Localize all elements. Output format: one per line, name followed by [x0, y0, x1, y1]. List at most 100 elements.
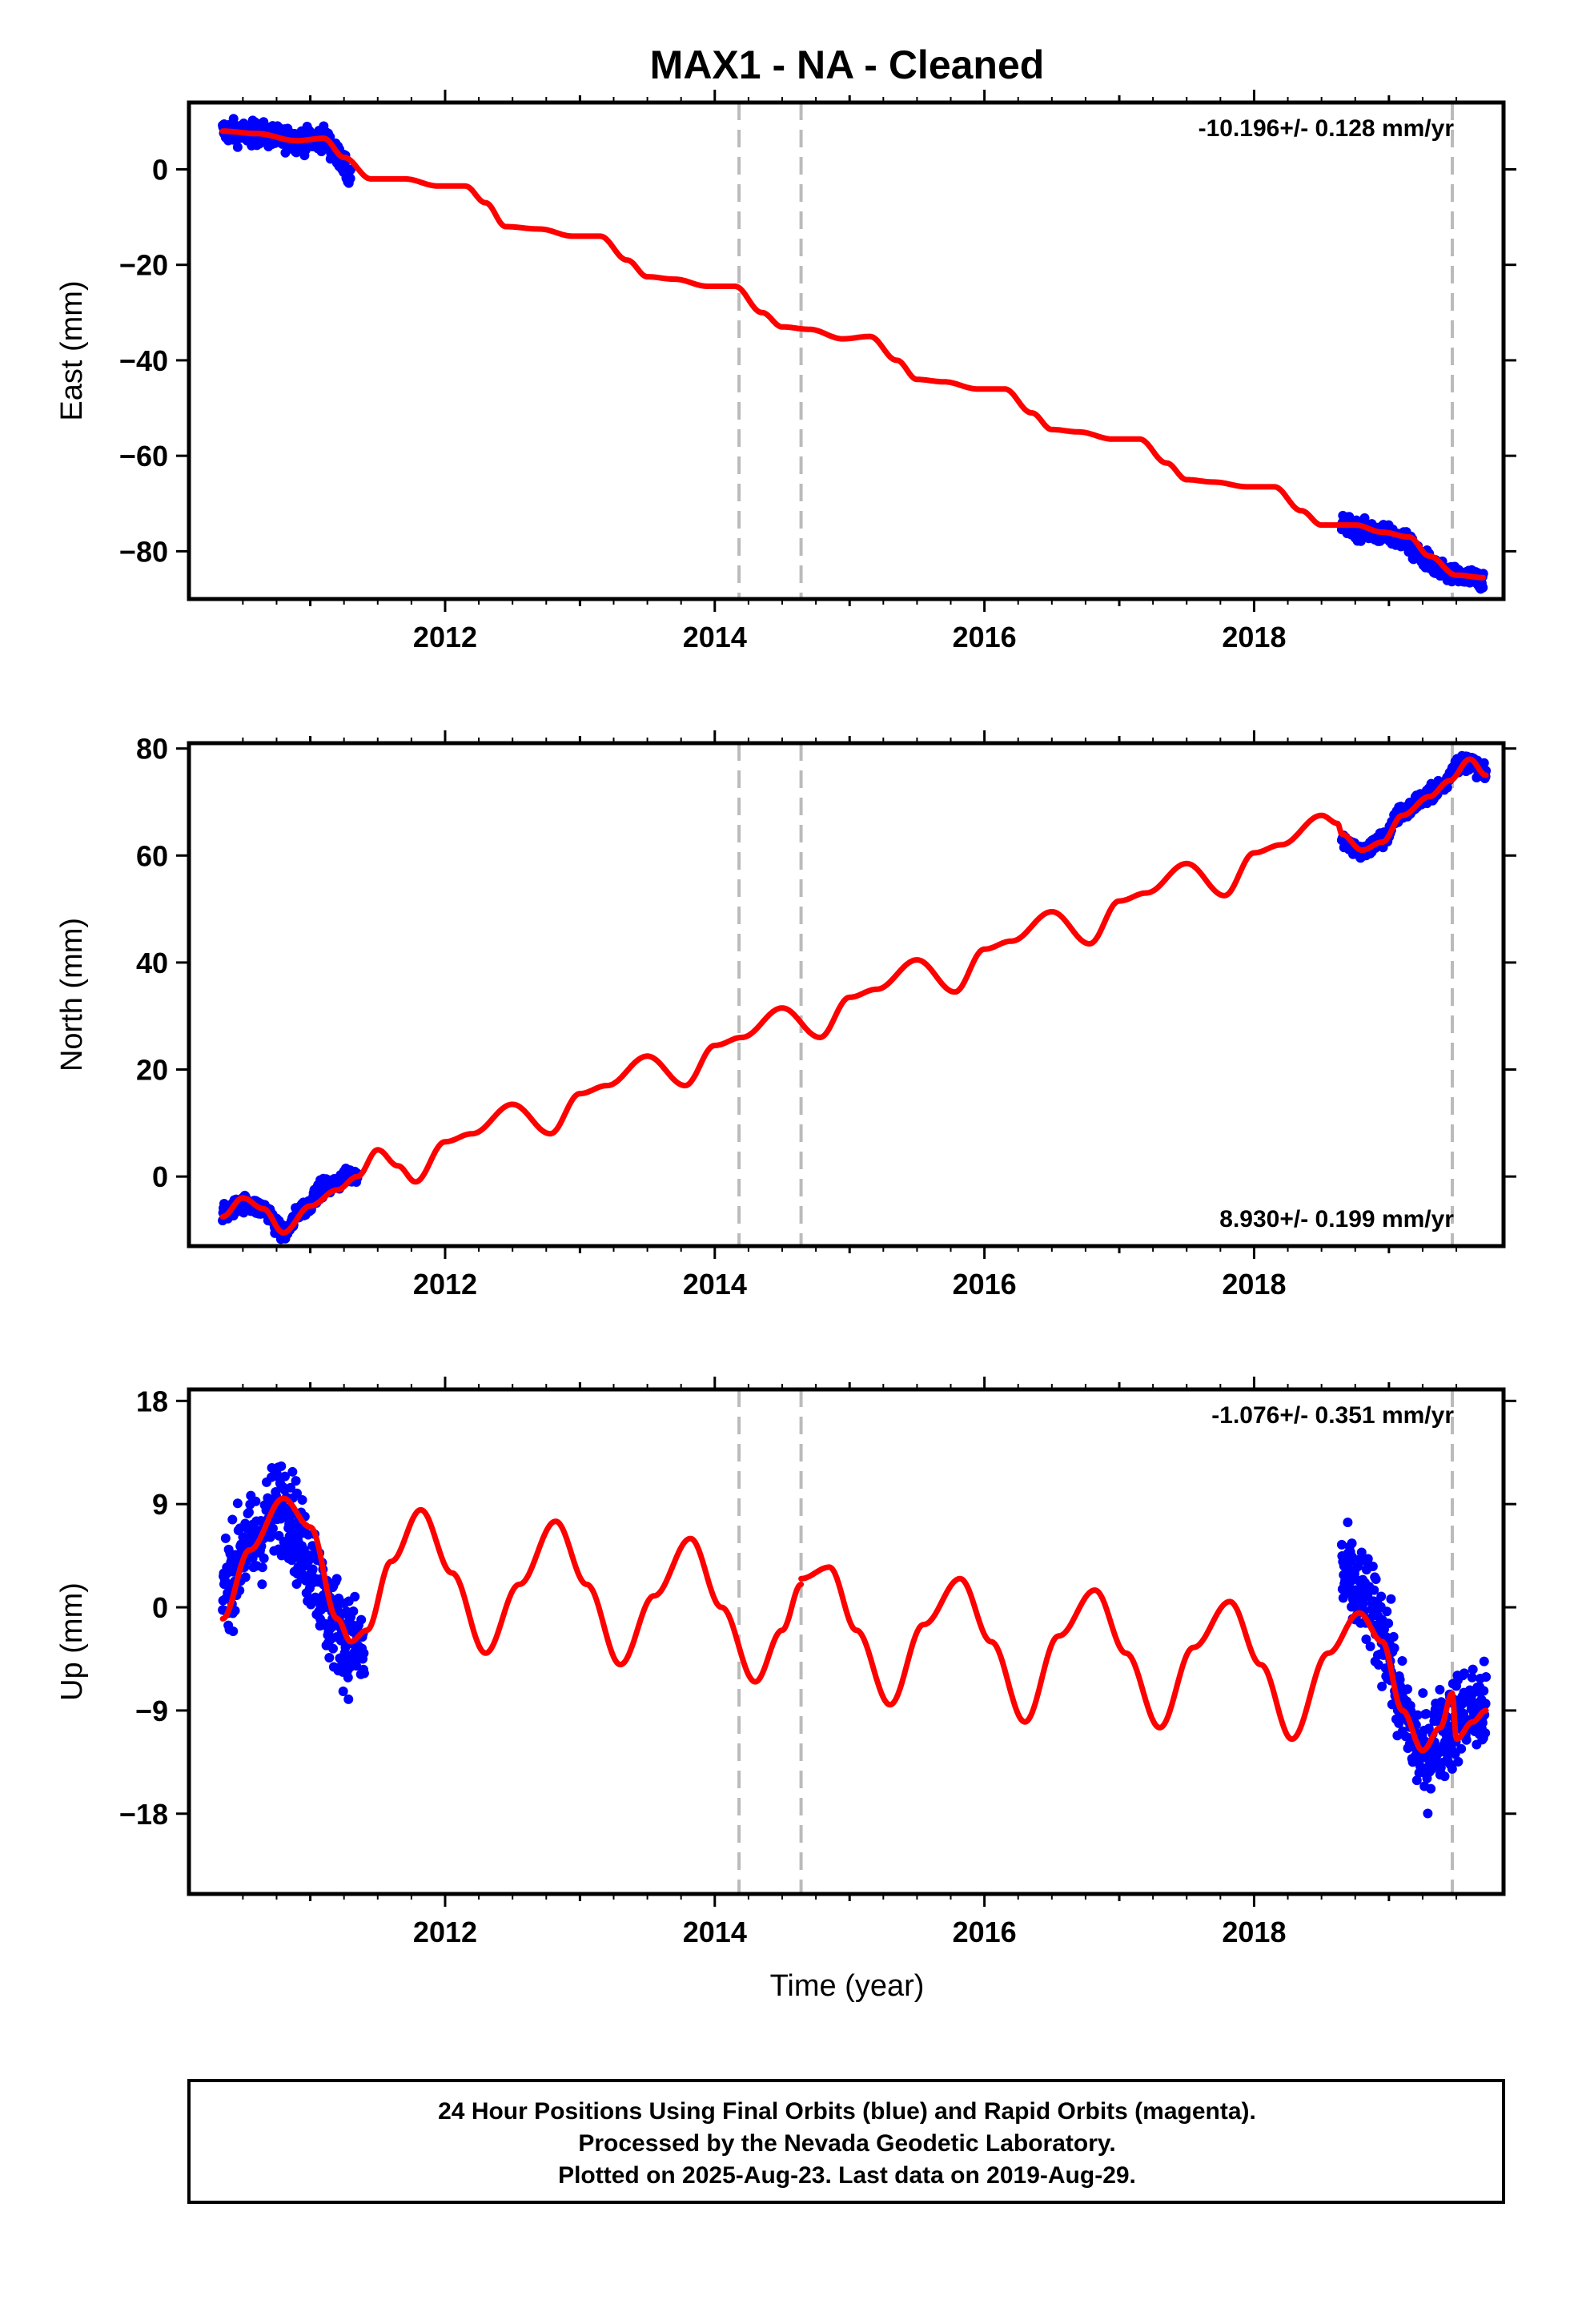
- data-points: [218, 114, 1488, 594]
- data-point: [259, 1553, 269, 1563]
- footer-frame: [187, 2079, 1505, 2204]
- data-point: [1478, 582, 1488, 593]
- data-point: [1461, 1735, 1472, 1745]
- data-point: [251, 1496, 261, 1506]
- model-curve: [219, 1495, 805, 1685]
- panel-frame: [187, 741, 1506, 1248]
- data-point: [1435, 1684, 1445, 1695]
- data-point: [331, 1574, 342, 1584]
- data-point: [291, 1488, 302, 1498]
- data-point: [1371, 1574, 1381, 1584]
- data-point: [1369, 1585, 1379, 1595]
- chart-title: MAX1 - NA - Cleaned: [650, 42, 1045, 87]
- data-point: [287, 1466, 298, 1477]
- footer-line-2: Processed by the Nevada Geodetic Laborat…: [578, 2130, 1115, 2157]
- data-point: [1436, 1697, 1447, 1707]
- x-tick-label: 2016: [953, 621, 1017, 653]
- y-axis-label: North (mm): [55, 918, 89, 1072]
- data-point: [247, 1553, 258, 1563]
- y-tick-label: −60: [119, 440, 168, 472]
- model-curve: [219, 756, 1489, 1236]
- data-point: [1411, 1775, 1422, 1786]
- data-point: [1389, 1643, 1399, 1654]
- data-point: [297, 1495, 307, 1506]
- data-point: [1426, 1783, 1436, 1794]
- x-tick-label: 2012: [413, 621, 477, 653]
- data-point: [1376, 1591, 1387, 1602]
- data-point: [267, 1523, 278, 1534]
- panel-frame: [187, 100, 1506, 601]
- data-point: [338, 1687, 348, 1697]
- data-point: [1480, 1699, 1491, 1709]
- data-point: [232, 142, 243, 152]
- data-point: [1373, 1659, 1383, 1670]
- data-point: [1377, 1681, 1387, 1691]
- y-tick-label: −40: [119, 344, 168, 377]
- data-point: [1456, 1743, 1467, 1754]
- x-tick-label: 2018: [1222, 1268, 1286, 1301]
- data-point: [276, 1461, 287, 1471]
- data-point: [350, 1591, 360, 1602]
- y-tick-label: −18: [119, 1798, 168, 1831]
- data-point: [343, 1672, 353, 1683]
- y-tick-label: 20: [136, 1054, 168, 1087]
- data-point: [1365, 1641, 1375, 1651]
- data-point: [307, 1564, 318, 1574]
- data-point: [1356, 1547, 1367, 1558]
- data-point: [343, 1694, 354, 1704]
- data-point: [1418, 1688, 1428, 1699]
- y-axis-label: Up (mm): [55, 1582, 89, 1701]
- y-tick-label: −20: [119, 249, 168, 282]
- data-points: [218, 1461, 1492, 1819]
- data-point: [1423, 1808, 1433, 1819]
- data-point: [351, 1661, 362, 1671]
- data-point: [348, 1606, 359, 1616]
- data-point: [1361, 1634, 1371, 1645]
- x-tick-label: 2014: [683, 621, 747, 653]
- north-panel: 2012 2014 2016 2018 80 60 40 20 0 North (mm) 8.930…: [55, 730, 1516, 1301]
- y-tick-label: 0: [152, 1591, 168, 1624]
- data-point: [279, 1471, 290, 1482]
- y-tick-label: 9: [152, 1488, 168, 1521]
- model-curve: [219, 128, 1487, 581]
- data-point: [1383, 1618, 1394, 1629]
- data-point: [1480, 1728, 1491, 1739]
- data-point: [1447, 1763, 1457, 1774]
- data-point: [291, 1476, 301, 1486]
- x-tick-label: 2014: [683, 1916, 747, 1948]
- data-point: [1382, 1606, 1392, 1617]
- data-point: [1468, 1664, 1478, 1675]
- data-point: [1439, 1771, 1450, 1782]
- data-point: [240, 1572, 251, 1582]
- model-curve: [798, 1564, 1489, 1754]
- panel-frame: [187, 1387, 1506, 1896]
- data-point: [1481, 1672, 1492, 1683]
- data-point: [1367, 1561, 1378, 1571]
- data-point: [1343, 1517, 1353, 1527]
- data-point: [359, 1648, 369, 1659]
- x-tick-label: 2018: [1222, 1916, 1286, 1948]
- data-point: [1386, 1594, 1396, 1604]
- up-panel: 2012 2014 2016 2018 18 9 0 −9 −18 Up (mm) -1.076+/…: [55, 1377, 1516, 1948]
- data-point: [228, 1626, 239, 1637]
- data-point: [220, 1533, 231, 1543]
- data-point: [257, 1562, 267, 1573]
- data-point: [1412, 1710, 1423, 1720]
- footer-line-3: Plotted on 2025-Aug-23. Last data on 201…: [558, 2162, 1136, 2189]
- data-point: [257, 1579, 267, 1590]
- data-point: [1347, 1552, 1358, 1562]
- data-point: [1403, 1684, 1413, 1695]
- data-point: [1397, 1655, 1407, 1666]
- y-tick-label: 60: [136, 839, 168, 872]
- east-panel: 2012 2014 2016 2018 0 −20 −40 −60 −80 East (mm) -1…: [55, 90, 1516, 653]
- data-point: [1467, 1672, 1477, 1683]
- data-point: [1363, 1554, 1373, 1564]
- data-point: [1421, 1708, 1431, 1719]
- data-point: [1459, 1668, 1469, 1679]
- y-axis-label: East (mm): [55, 280, 89, 420]
- data-point: [345, 173, 355, 183]
- x-tick-label: 2012: [413, 1916, 477, 1948]
- y-tick-label: 40: [136, 947, 168, 979]
- data-point: [1453, 1756, 1464, 1767]
